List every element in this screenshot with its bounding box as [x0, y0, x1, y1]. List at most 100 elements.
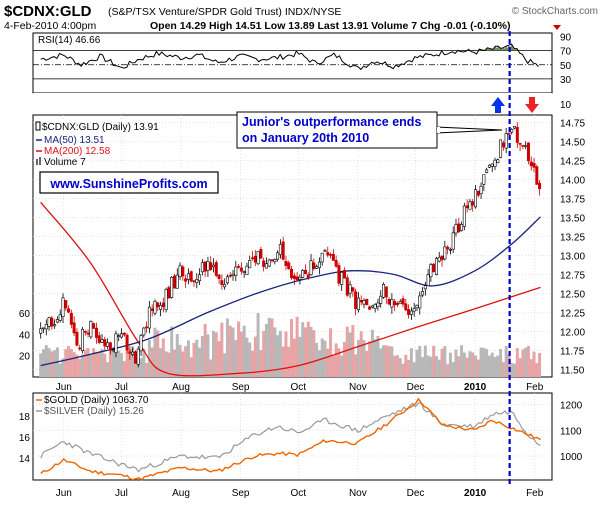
price-tick: 11.50 [560, 365, 585, 376]
candle-body [175, 274, 179, 289]
x-label-dec: Dec [407, 382, 425, 393]
volume-bar [401, 363, 405, 377]
volume-bar [237, 321, 241, 377]
volume-bar [228, 325, 232, 377]
candle-body [354, 291, 358, 310]
candle-body [370, 305, 374, 308]
volume-bar [504, 345, 508, 377]
candle-body [251, 257, 255, 260]
candle-body [125, 334, 129, 351]
price-tick: 14.00 [560, 176, 585, 187]
candle-body [340, 271, 344, 285]
volume-bar [407, 359, 411, 377]
volume-tick: 40 [19, 330, 31, 341]
rsi-tick-70: 70 [560, 47, 572, 58]
candle-body [457, 223, 461, 233]
rsi-tick-90: 90 [560, 33, 572, 44]
candle-body [356, 297, 360, 311]
candle-body [376, 302, 380, 307]
volume-bar [298, 336, 302, 377]
volume-bar [206, 334, 210, 377]
candle-body [75, 331, 79, 346]
volume-bar [276, 335, 280, 377]
volume-bar [61, 358, 65, 377]
x-label-bottom-2010: 2010 [464, 488, 487, 499]
candle-body [526, 142, 530, 162]
candle-body [220, 280, 224, 285]
volume-bar [189, 357, 193, 377]
candle-body [170, 276, 174, 298]
volume-bar [78, 358, 82, 377]
x-label-bottom-jun: Jun [56, 488, 72, 499]
candle-body [117, 335, 121, 337]
volume-bar [309, 326, 313, 377]
x-label-bottom-dec: Dec [407, 488, 425, 499]
volume-bar [351, 325, 355, 377]
volume-bar [167, 352, 171, 377]
candle-body [510, 129, 514, 133]
candle-body [487, 164, 491, 168]
volume-bar [131, 346, 135, 377]
candle-body [253, 255, 257, 263]
volume-bar [186, 340, 190, 377]
volume-bar [340, 355, 344, 377]
candle-body [139, 335, 143, 352]
annotation-text-line-1: Junior's outperformance ends [242, 115, 421, 129]
volume-bar [393, 355, 397, 377]
candle-body [122, 332, 126, 336]
price-tick: 11.75 [560, 346, 585, 357]
x-label-bottom-aug: Aug [172, 488, 190, 499]
candle-body [150, 308, 154, 311]
volume-bar [170, 326, 174, 377]
candle-body [248, 259, 252, 269]
volume-bar [50, 351, 54, 377]
volume-bar [122, 361, 126, 377]
price-tick: 12.75 [560, 270, 585, 281]
candle-body [203, 261, 207, 272]
volume-bar [515, 348, 519, 377]
candle-body [317, 261, 321, 269]
volume-bar [326, 348, 330, 377]
candle-body [482, 174, 486, 185]
candle-body [451, 232, 455, 250]
candle-body [192, 280, 196, 283]
candle-body [47, 317, 51, 327]
candle-body [133, 351, 137, 364]
volume-bar [368, 341, 372, 377]
candle-body [443, 246, 447, 260]
candle-body [198, 274, 202, 282]
volume-bar [446, 364, 450, 377]
candle-body [373, 304, 377, 310]
volume-bar [111, 347, 115, 377]
annotation-text-line-2: on January 20th 2010 [242, 131, 369, 145]
candles [39, 122, 542, 368]
volume-bar [521, 349, 525, 377]
candle-body [342, 270, 346, 279]
volume-bar [434, 356, 438, 377]
volume-bar [303, 327, 307, 377]
price-tick: 12.00 [560, 327, 585, 338]
volume-bar [437, 359, 441, 377]
volume-bar [153, 327, 157, 377]
volume-bar [225, 318, 229, 377]
volume-bar [384, 345, 388, 377]
candle-body [281, 241, 285, 260]
candle-body [89, 321, 93, 338]
x-label-nov: Nov [349, 382, 367, 393]
volume-bar [490, 352, 494, 377]
volume-bar [524, 347, 528, 377]
volume-bar [58, 363, 62, 377]
candle-body [223, 284, 227, 288]
price-tick: 12.25 [560, 308, 585, 319]
volume-bar [501, 362, 505, 377]
rsi-line [40, 43, 539, 71]
volume-bar [382, 345, 386, 377]
brand-label: © StockCharts.com [512, 6, 598, 17]
candle-body [295, 276, 299, 281]
volume-bar [337, 348, 341, 377]
ma200-line [40, 201, 541, 377]
annotation-box [236, 111, 438, 149]
x-label-feb: Feb [526, 382, 544, 393]
